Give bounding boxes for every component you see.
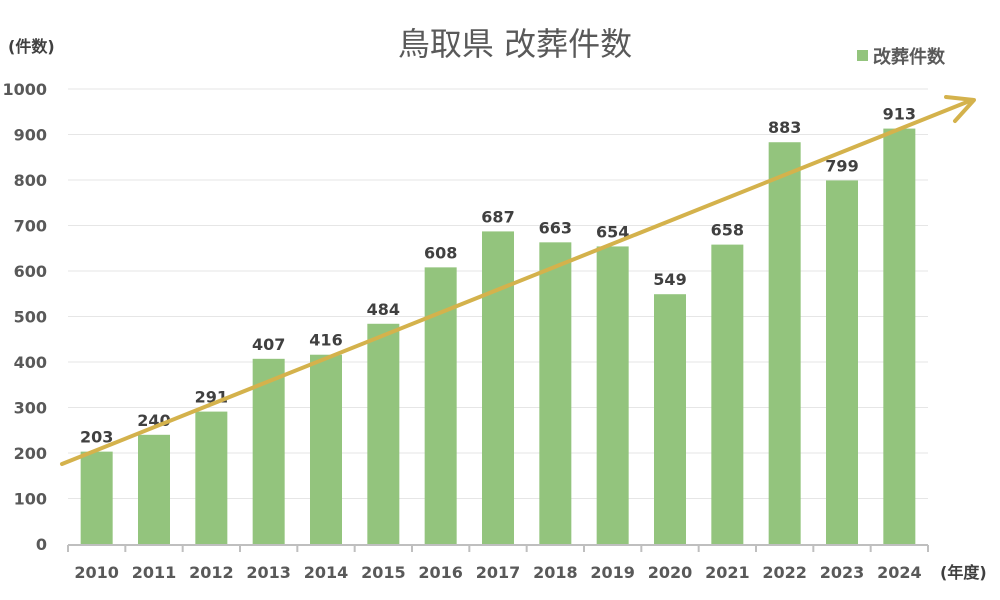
y-tick-label: 500 — [14, 308, 47, 327]
x-tick-label: 2015 — [361, 563, 406, 582]
x-tick-label: 2017 — [476, 563, 521, 582]
x-tick-label: 2023 — [820, 563, 865, 582]
bar — [539, 242, 572, 544]
y-tick-label: 200 — [14, 444, 47, 463]
data-label: 913 — [883, 105, 916, 124]
y-tick-label: 900 — [14, 126, 47, 145]
bar — [80, 451, 113, 544]
legend: 改葬件数 — [857, 46, 946, 68]
y-tick-label: 600 — [14, 262, 47, 281]
chart-title: 鳥取県 改葬件数 — [398, 25, 632, 63]
data-label: 549 — [653, 270, 686, 289]
x-tick-label: 2013 — [246, 563, 291, 582]
bar — [768, 142, 801, 545]
x-tick-label: 2024 — [877, 563, 922, 582]
x-axis-label: (年度) — [940, 563, 987, 582]
x-tick-label: 2011 — [132, 563, 177, 582]
bar — [711, 244, 744, 545]
y-axis-label: (件数) — [8, 37, 55, 56]
y-tick-label: 300 — [14, 399, 47, 418]
bar — [654, 294, 686, 544]
x-tick-label: 2022 — [762, 563, 807, 582]
x-tick-label: 2010 — [74, 563, 119, 582]
data-label: 484 — [367, 300, 400, 319]
x-tick-label: 2019 — [590, 563, 635, 582]
y-tick-label: 100 — [14, 490, 47, 509]
bar — [252, 358, 285, 544]
data-label: 658 — [711, 221, 744, 240]
legend-label: 改葬件数 — [873, 46, 946, 68]
y-tick-label: 700 — [14, 217, 47, 236]
x-tick-label: 2014 — [304, 563, 349, 582]
data-label: 416 — [309, 331, 342, 350]
y-tick-label: 1000 — [2, 80, 47, 99]
x-tick-label: 2016 — [418, 563, 463, 582]
y-tick-label: 0 — [36, 535, 47, 554]
bar — [826, 180, 858, 544]
data-label: 203 — [80, 428, 113, 447]
bar — [195, 411, 228, 544]
data-label: 608 — [424, 243, 457, 262]
y-tick-label: 400 — [14, 353, 47, 372]
data-label: 799 — [825, 156, 858, 175]
data-label: 407 — [252, 335, 285, 354]
bar — [482, 231, 514, 545]
legend-swatch — [857, 50, 868, 61]
bar — [596, 246, 629, 544]
bar — [367, 323, 400, 544]
data-label: 883 — [768, 118, 801, 137]
data-label: 663 — [539, 218, 572, 237]
trend-arrow-head — [944, 95, 976, 123]
data-label: 654 — [596, 222, 629, 241]
x-tick-label: 2012 — [189, 563, 234, 582]
bar — [310, 354, 342, 544]
bar — [883, 128, 916, 544]
trend-arrow-shaft — [60, 98, 974, 466]
x-tick-label: 2020 — [648, 563, 693, 582]
data-label: 687 — [481, 207, 514, 226]
y-tick-label: 800 — [14, 171, 47, 190]
bar — [138, 434, 170, 544]
x-tick-label: 2018 — [533, 563, 578, 582]
x-tick-label: 2021 — [705, 563, 750, 582]
